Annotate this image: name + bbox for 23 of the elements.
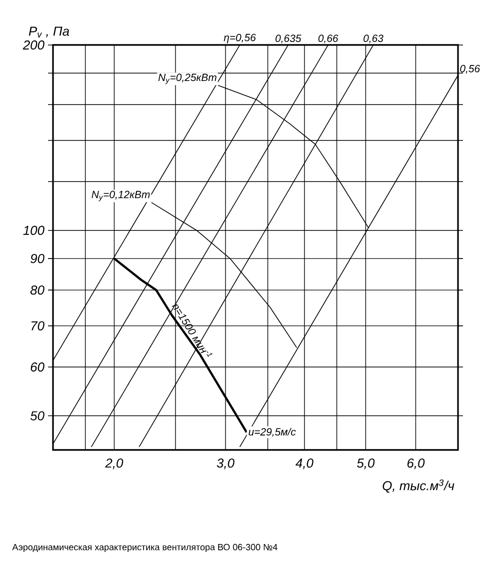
x-tick-label: 5,0 (356, 458, 375, 470)
y-tick-label: 80 (30, 285, 44, 295)
y-tick-label: 70 (31, 321, 44, 330)
x-tick-label: 2,0 (105, 458, 124, 470)
annotation: u=29,5м/с (248, 428, 296, 437)
x-tick-label: 6,0 (407, 458, 425, 470)
legend-label: 0,56 (460, 64, 480, 74)
x-tick-label: 3,0 (216, 458, 234, 470)
series-label: 0,635 (276, 34, 302, 44)
y-tick-label: 90 (30, 254, 44, 264)
series-label: N$_{y}$=0,12кВт (92, 190, 150, 202)
y-tick-label: 100 (23, 226, 44, 235)
y-tick-label: 200 (22, 40, 44, 50)
y-tick-label: 50 (30, 411, 44, 420)
x-axis-title: Q, тыс.м$^{3}$/ч (382, 480, 454, 493)
series-label: 0,66 (318, 34, 338, 44)
x-tick-label: 4,0 (296, 458, 314, 470)
y-tick-label: 60 (30, 362, 44, 372)
series-label: 0,63 (364, 34, 384, 44)
y-axis-title: P$_{v}$ , Па (28, 26, 70, 38)
series-label: N$_{y}$=0,25кВт (158, 74, 216, 84)
series-label: η=0,56 (224, 34, 256, 44)
text: Аэродинамическая характеристика вентилятора ВО 06-300 №4 (12, 544, 278, 552)
